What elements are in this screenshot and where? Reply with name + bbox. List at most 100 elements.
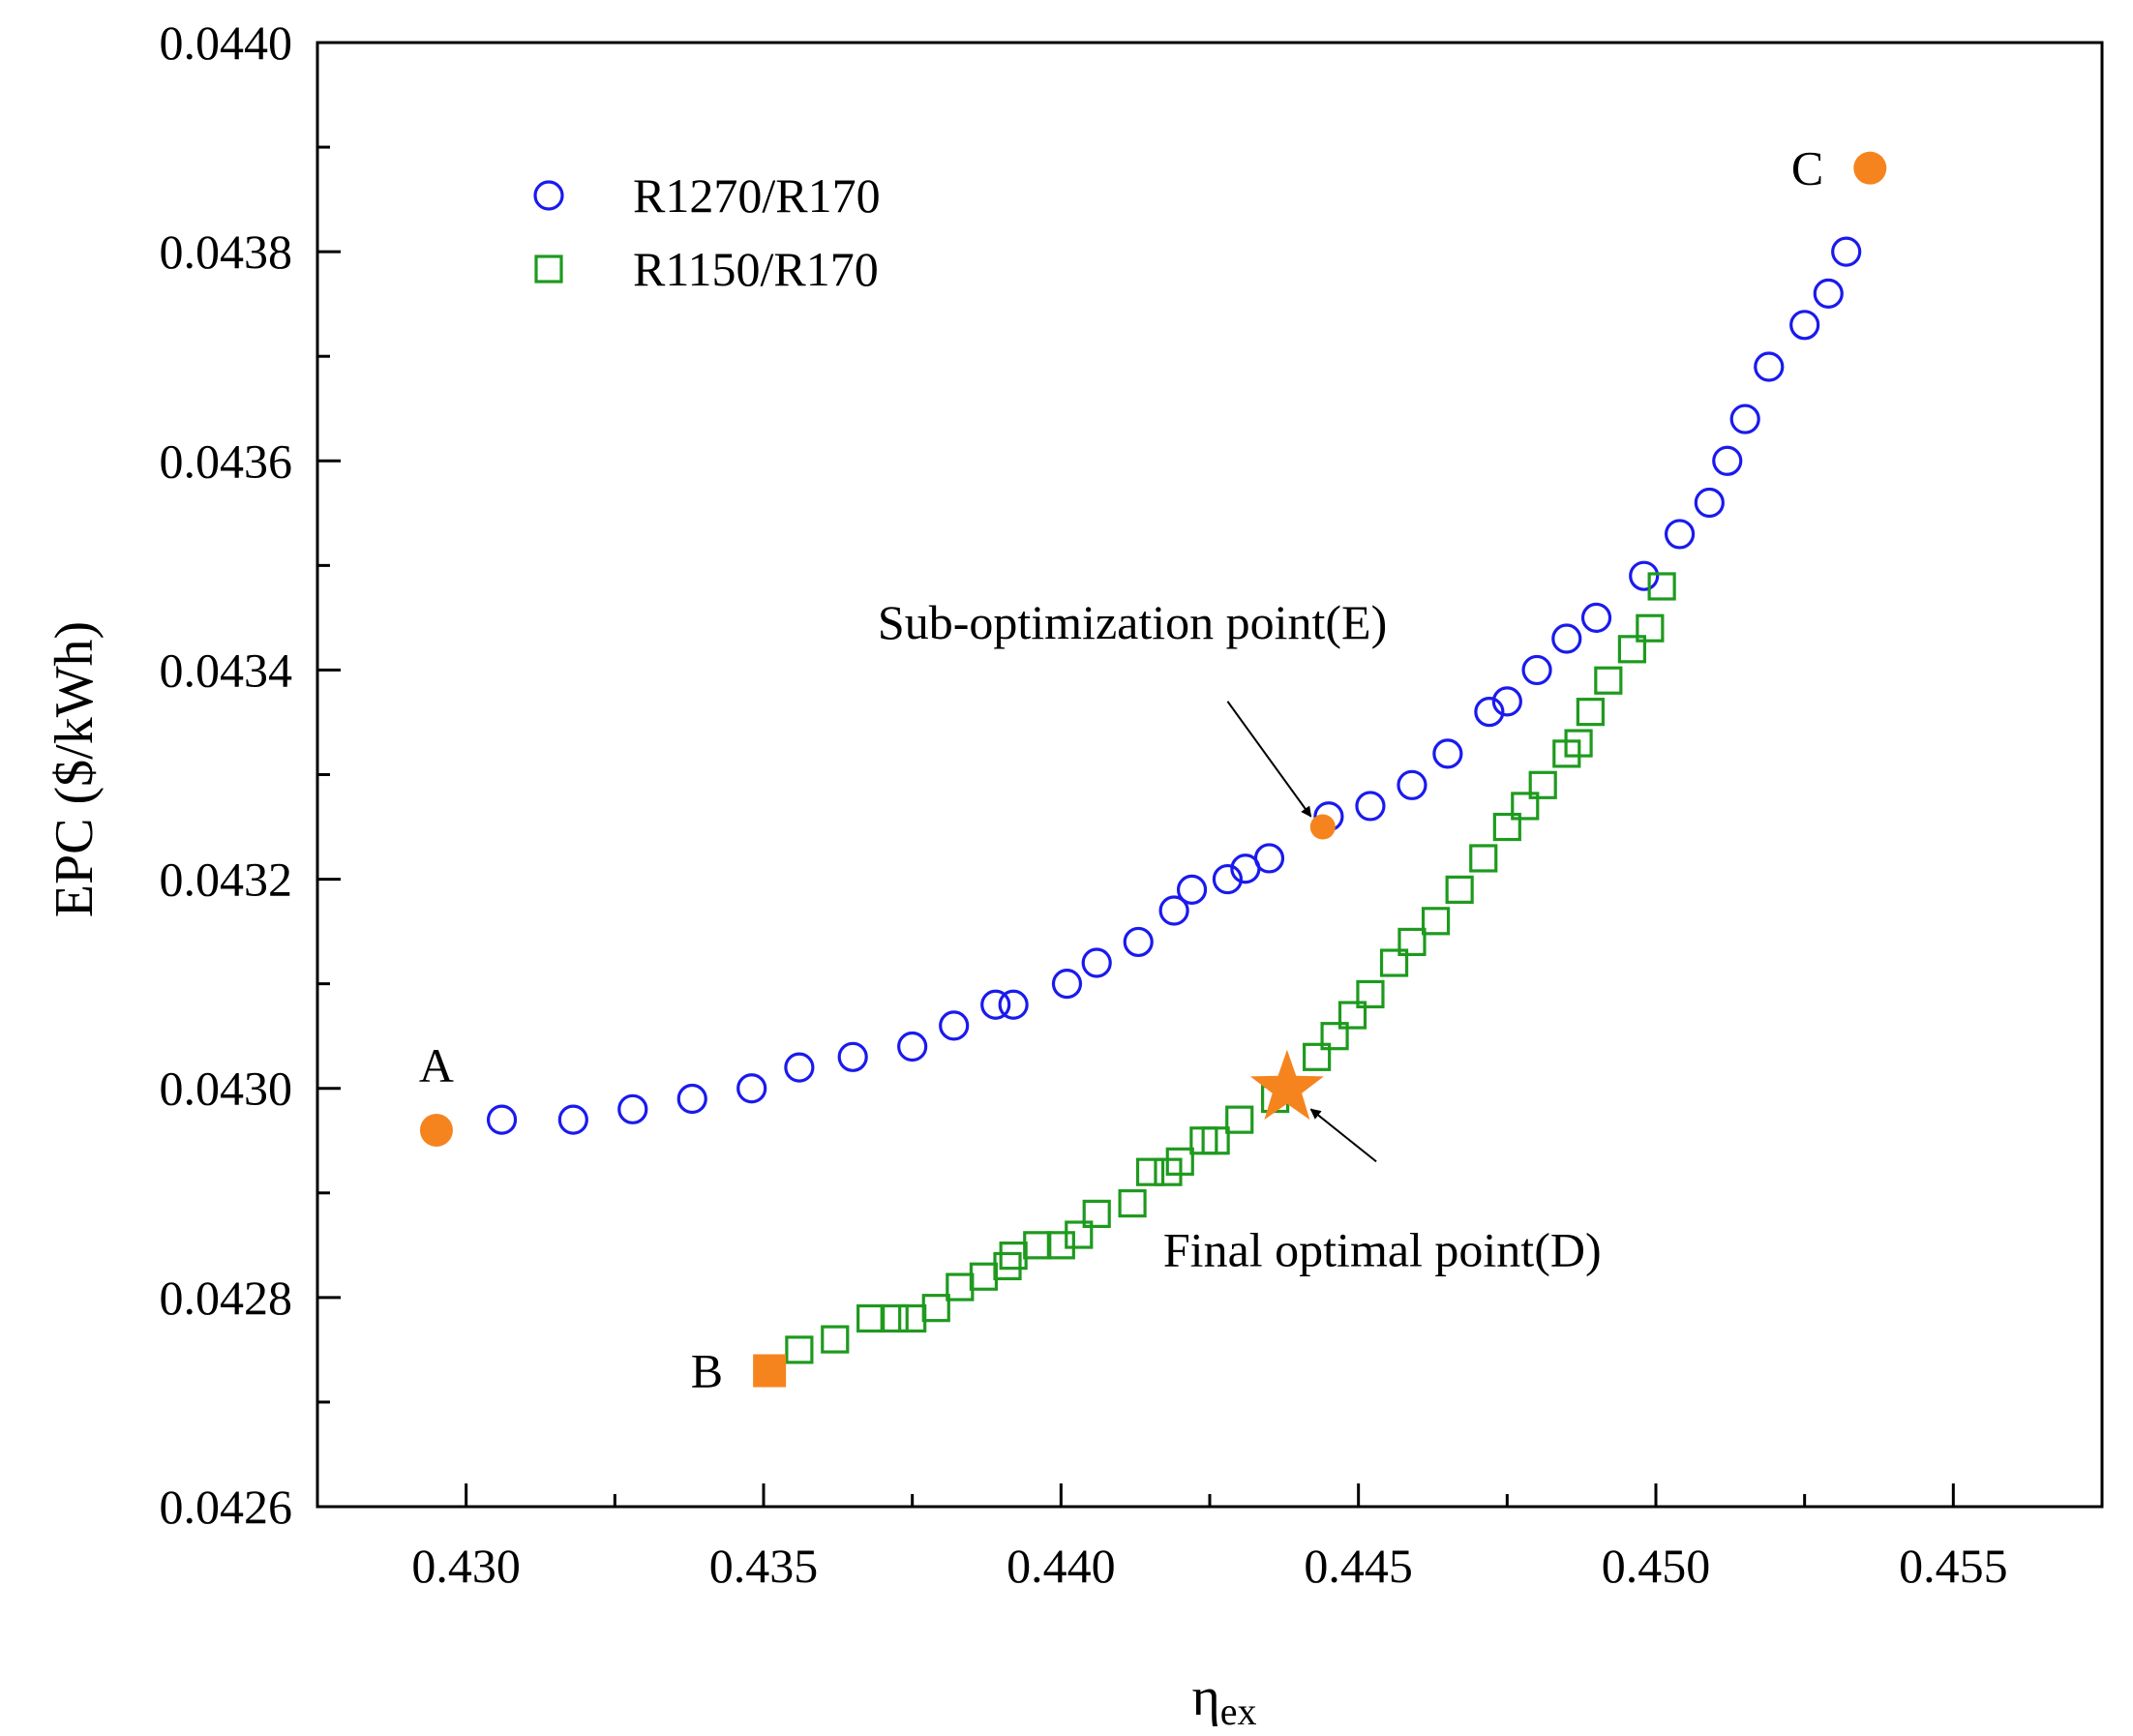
y-tick-label: 0.0430	[160, 1062, 293, 1116]
data-point	[736, 1073, 767, 1104]
data-point	[1445, 875, 1474, 904]
y-tick-label: 0.0436	[160, 434, 293, 488]
data-point	[1729, 404, 1760, 434]
data-point	[1647, 572, 1676, 601]
data-point	[1564, 729, 1593, 758]
data-point	[557, 1104, 588, 1135]
legend-label: R1270/R170	[633, 168, 881, 223]
data-point	[1712, 445, 1743, 476]
x-axis-title-subscript: ex	[1220, 1690, 1257, 1733]
data-point	[1397, 769, 1427, 800]
data-point	[856, 1303, 886, 1333]
data-point	[676, 1083, 707, 1115]
data-point	[939, 1010, 970, 1041]
data-point	[1469, 844, 1498, 873]
x-tick-label: 0.430	[411, 1539, 521, 1593]
data-point	[1303, 1042, 1332, 1071]
data-point	[1421, 907, 1451, 936]
annotations-layer: Sub-optimization point(E) Final optimal p…	[878, 595, 1602, 1276]
data-point	[1046, 1231, 1075, 1260]
data-point	[1432, 738, 1463, 769]
y-tick-label: 0.0428	[160, 1271, 293, 1325]
data-point	[1754, 351, 1785, 382]
data-point	[897, 1031, 928, 1063]
data-point	[1474, 697, 1505, 728]
x-tick-label: 0.450	[1602, 1539, 1711, 1593]
data-point	[1694, 487, 1725, 519]
data-point	[1492, 812, 1521, 842]
x-axis: 0.430 0.435 0.440 0.445 0.450 0.455	[411, 1483, 2008, 1593]
data-point	[1789, 310, 1820, 341]
plot-border	[315, 41, 2104, 1509]
data-point	[1491, 686, 1522, 717]
point-sub-optimization-marker	[1309, 814, 1336, 840]
y-axis: 0.0426 0.0428 0.0430 0.0432 0.0434 0.0436 0.04…	[160, 15, 341, 1534]
x-axis-title-main: η	[1191, 1667, 1219, 1727]
data-point	[1082, 1199, 1111, 1229]
data-point	[617, 1093, 648, 1124]
x-tick-label: 0.440	[1006, 1539, 1116, 1593]
data-point	[486, 1104, 518, 1135]
series-r1150-r170	[785, 572, 1676, 1364]
annotation-sub-optimization-arrow	[1226, 701, 1312, 818]
data-point	[1253, 843, 1285, 874]
x-tick-label: 0.435	[709, 1539, 819, 1593]
series-layer	[486, 236, 1862, 1364]
data-point	[998, 989, 1029, 1020]
data-point	[1528, 770, 1557, 799]
legend-marker-square	[534, 254, 563, 284]
data-point	[1212, 863, 1244, 895]
data-point	[1664, 519, 1696, 550]
point-a-marker	[419, 1113, 453, 1147]
legend-label: R1150/R170	[633, 242, 879, 296]
annotation-final-optimal-text: Final optimal point(D)	[1163, 1222, 1602, 1276]
data-point	[1176, 874, 1208, 905]
data-point	[1135, 1157, 1165, 1186]
y-tick-label: 0.0432	[160, 853, 293, 907]
point-c-marker	[1853, 151, 1887, 185]
y-tick-label: 0.0434	[160, 643, 293, 697]
data-point	[1379, 948, 1409, 977]
data-point	[1201, 1126, 1230, 1155]
data-point	[1356, 979, 1385, 1009]
y-tick-label: 0.0426	[160, 1480, 293, 1534]
data-point	[1065, 1220, 1094, 1249]
data-point	[1636, 614, 1665, 643]
data-point	[837, 1041, 868, 1072]
data-point	[1023, 1231, 1052, 1260]
data-point	[1397, 927, 1427, 957]
annotation-sub-optimization-text: Sub-optimization point(E)	[878, 595, 1387, 649]
data-point	[1511, 792, 1540, 821]
data-point	[993, 1251, 1022, 1281]
point-b-marker	[753, 1354, 787, 1388]
data-point	[1580, 602, 1612, 633]
y-axis-title: EPC ($/kWh)	[45, 621, 105, 917]
data-point	[880, 1303, 909, 1333]
data-point	[1355, 791, 1386, 822]
data-point	[1165, 1147, 1194, 1176]
data-point	[785, 1335, 814, 1364]
x-tick-label: 0.445	[1304, 1539, 1413, 1593]
data-point	[1225, 1105, 1254, 1134]
data-point	[1158, 895, 1189, 926]
annotation-final-optimal-arrow	[1309, 1108, 1377, 1163]
data-point	[1051, 969, 1083, 1000]
point-b-label: B	[691, 1344, 723, 1398]
data-point	[1576, 698, 1605, 727]
y-tick-label: 0.0440	[160, 15, 293, 70]
data-point	[1551, 623, 1582, 654]
data-point	[1594, 666, 1623, 695]
data-point	[784, 1052, 815, 1083]
special-points-layer: A B C	[419, 141, 1887, 1398]
x-axis-title: ηex	[1191, 1667, 1256, 1733]
series-r1270-r170	[486, 236, 1862, 1135]
data-point	[1320, 1022, 1349, 1051]
data-point	[1118, 1188, 1147, 1218]
data-point	[1081, 947, 1112, 978]
data-point	[969, 1262, 999, 1291]
data-point	[1617, 635, 1647, 664]
data-point	[821, 1325, 850, 1354]
point-final-optimal-marker	[1249, 1049, 1324, 1121]
data-point	[1521, 654, 1552, 686]
